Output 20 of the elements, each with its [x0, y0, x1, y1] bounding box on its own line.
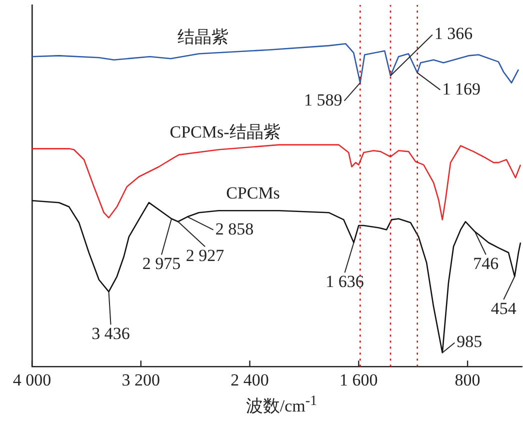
x-tick-label: 1 600: [340, 370, 378, 390]
x-tick-label: 2 400: [230, 370, 269, 390]
annotation: 454: [490, 298, 517, 318]
annotation: 2 858: [215, 219, 254, 238]
annotation: 1 366: [434, 24, 473, 44]
annotation: 3 436: [92, 324, 130, 344]
annotation: 2 927: [186, 246, 225, 266]
x-tick-label: 4 000: [12, 370, 52, 390]
x-axis-title: 波数/cm$^{-1}$: [244, 393, 318, 418]
annotation: 2 975: [142, 254, 181, 274]
annotation: 985: [456, 332, 482, 352]
annotation: 1 589: [304, 90, 342, 110]
annotation: 746: [473, 254, 499, 274]
series-label: CPCMs: [226, 183, 280, 202]
annotation: 1 636: [326, 272, 364, 292]
x-tick-label: 3 200: [122, 370, 160, 390]
series-label: CPCMs-结晶紫: [170, 122, 280, 142]
annotation: 1 169: [442, 79, 480, 98]
x-tick-label: 800: [454, 370, 480, 390]
series-label: 结晶紫: [178, 27, 228, 46]
